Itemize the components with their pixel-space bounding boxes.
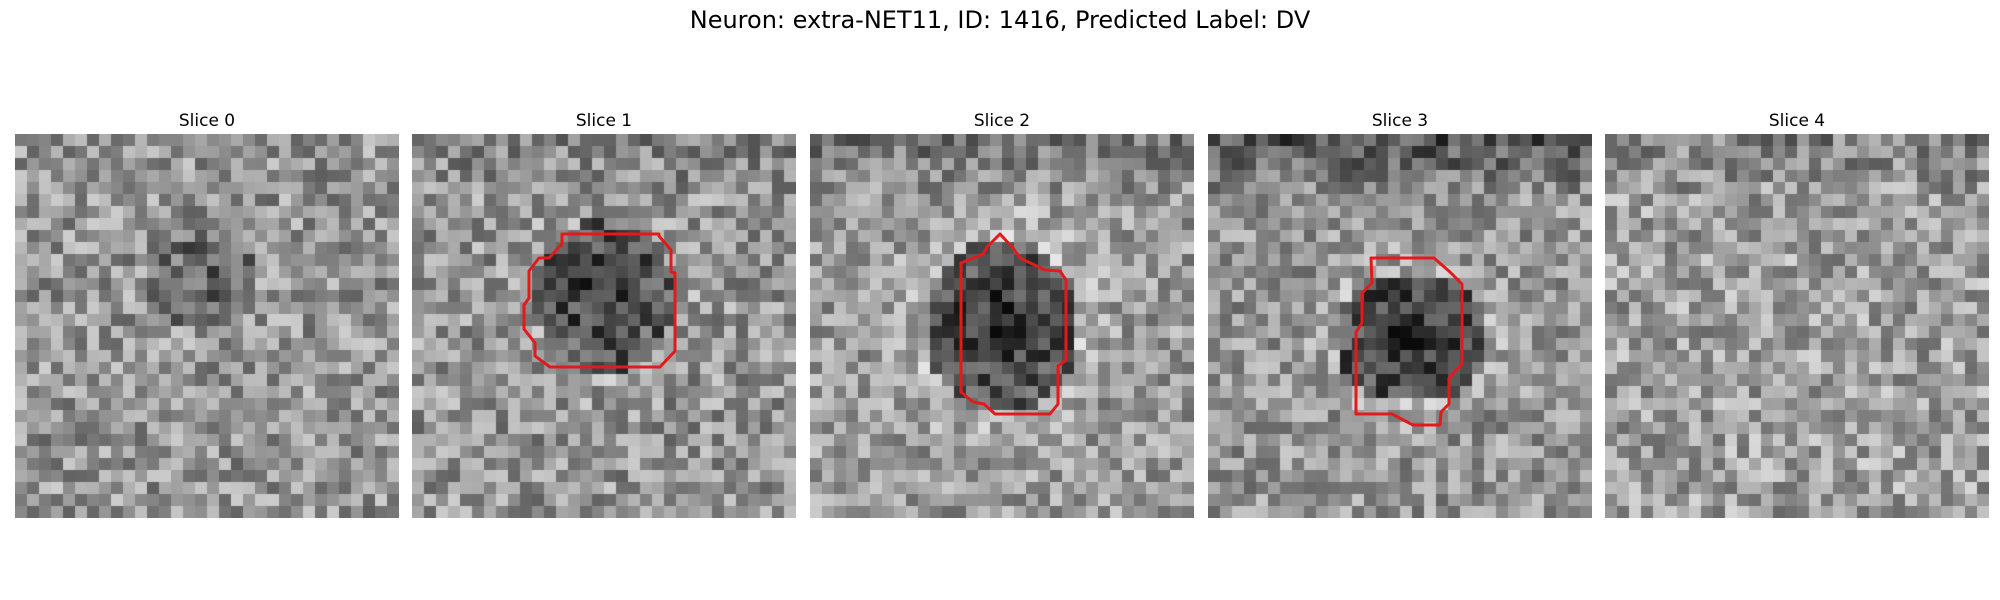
slice-panel-2: Slice 2 — [810, 108, 1194, 518]
roi-contour-2 — [959, 232, 1068, 416]
roi-outline-3 — [1354, 256, 1464, 427]
slice-image-4 — [1605, 134, 1989, 518]
slice-image-0 — [15, 134, 399, 518]
figure-title: Neuron: extra-NET11, ID: 1416, Predicted… — [689, 6, 1311, 34]
slice-panel-4: Slice 4 — [1605, 108, 1989, 518]
roi-outline-1 — [522, 232, 677, 369]
slice-title-3: Slice 3 — [1371, 111, 1429, 131]
slice-panel-1: Slice 1 — [412, 108, 796, 518]
slice-panel-3: Slice 3 — [1208, 108, 1592, 518]
roi-outline-2 — [959, 232, 1068, 416]
slice-title-2: Slice 2 — [973, 111, 1031, 131]
roi-contour-1 — [522, 232, 677, 369]
slice-title-4: Slice 4 — [1768, 111, 1826, 131]
slice-image-1 — [412, 134, 796, 518]
slice-panel-0: Slice 0 — [15, 108, 399, 518]
roi-contour-3 — [1354, 256, 1464, 427]
slice-title-1: Slice 1 — [575, 111, 633, 131]
slice-image-2 — [810, 134, 1194, 518]
slice-title-0: Slice 0 — [178, 111, 236, 131]
slice-image-3 — [1208, 134, 1592, 518]
